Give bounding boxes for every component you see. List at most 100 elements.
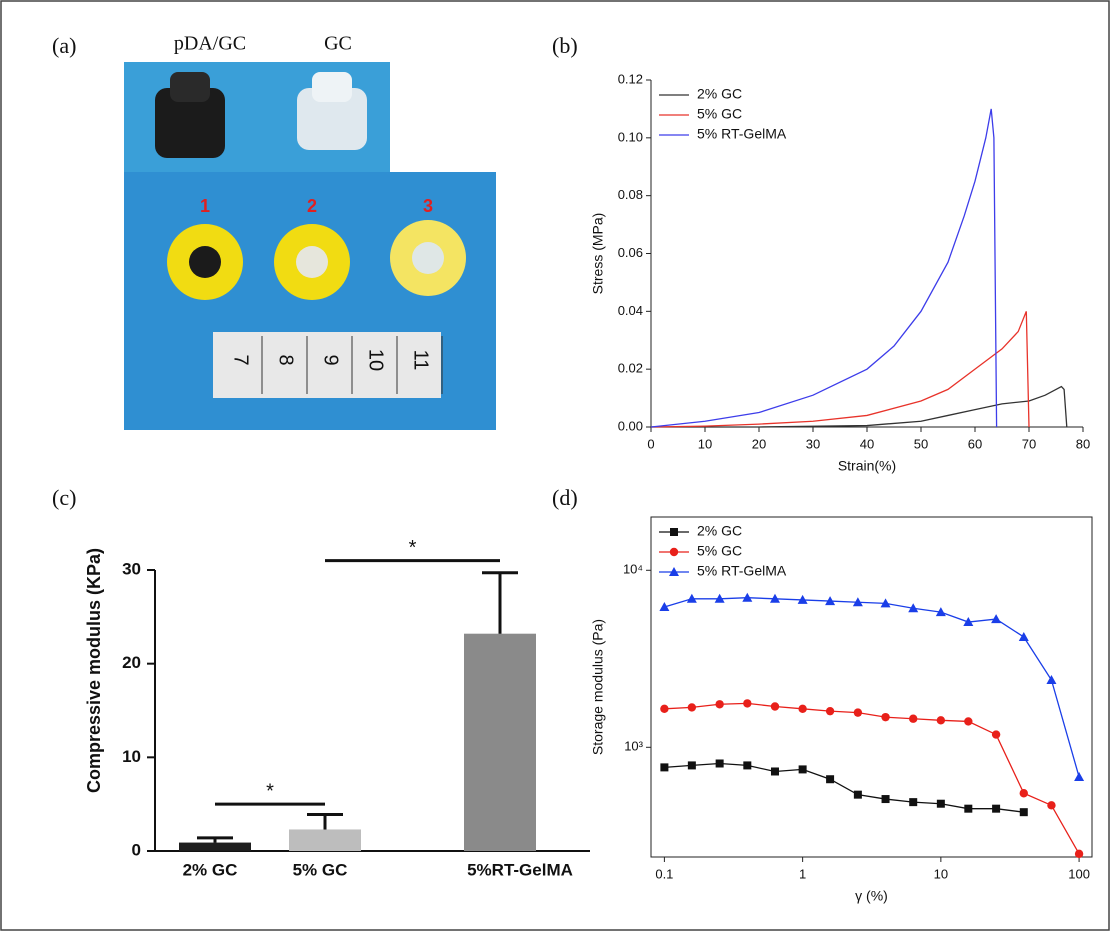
x-tick-label: 2% GC (183, 860, 238, 879)
bar (289, 829, 361, 851)
marker (669, 567, 679, 576)
photo-label: pDA/GC (174, 33, 246, 55)
y-tick-label: 0 (132, 840, 141, 859)
x-tick-label: 60 (968, 436, 982, 451)
ring-hole (189, 246, 221, 278)
error-bar (197, 836, 233, 843)
marker (660, 763, 669, 772)
y-axis-label: Storage modulus (Pa) (590, 619, 606, 755)
marker (881, 712, 890, 722)
marker (743, 761, 752, 770)
marker (991, 730, 1001, 739)
marker (1046, 674, 1057, 684)
marker (909, 798, 918, 807)
marker (687, 703, 697, 712)
x-tick-label: 1 (799, 866, 806, 881)
legend-label: 5% GC (697, 106, 742, 122)
marker (853, 708, 863, 717)
marker (743, 699, 752, 708)
marker (936, 716, 946, 725)
marker (881, 795, 890, 804)
marker (1018, 631, 1029, 641)
ruler-label: 7 (230, 354, 252, 365)
marker (825, 596, 836, 606)
marker (825, 706, 835, 716)
marker (714, 593, 725, 603)
y-tick-label: 0.08 (618, 187, 643, 202)
y-tick-label: 10⁴ (623, 562, 643, 577)
y-tick-label: 0.02 (618, 361, 643, 376)
significance-label: * (266, 780, 274, 802)
x-tick-label: 10 (934, 866, 948, 881)
series-line (650, 311, 1030, 428)
y-tick-label: 0.04 (618, 303, 643, 318)
marker (936, 799, 945, 808)
marker (686, 593, 697, 603)
sample-clear (297, 88, 367, 150)
panel-label: (d) (552, 485, 578, 510)
x-axis-label: Strain(%) (838, 458, 896, 474)
x-tick-label: 20 (752, 436, 766, 451)
x-tick-label: 10 (698, 436, 712, 451)
panel-label: (b) (552, 33, 578, 58)
marker (742, 592, 753, 602)
legend-label: 5% RT-GelMA (697, 563, 787, 579)
series-line (664, 762, 1024, 813)
ruler-label: 8 (275, 354, 297, 365)
sample-label: 3 (423, 196, 433, 216)
ring-hole (296, 246, 328, 278)
y-tick-label: 0.12 (618, 71, 643, 86)
marker (1047, 801, 1056, 810)
y-axis-label: Stress (MPa) (590, 213, 606, 295)
marker (1074, 771, 1085, 781)
ruler-label: 11 (410, 350, 432, 371)
marker (992, 804, 1001, 813)
marker (659, 602, 670, 612)
marker (715, 759, 724, 768)
x-tick-label: 40 (860, 436, 874, 451)
series-line (651, 385, 1068, 428)
ruler (213, 332, 441, 398)
x-tick-label: 0.1 (655, 866, 673, 881)
marker (770, 767, 779, 776)
photo: pDA/GC GC 1 2 3 (124, 33, 496, 430)
y-tick-label: 10 (122, 747, 141, 766)
y-tick-label: 0.00 (618, 418, 643, 433)
marker (797, 594, 808, 604)
marker (660, 704, 669, 713)
significance-label: * (409, 537, 417, 559)
x-tick-label: 50 (914, 436, 928, 451)
marker (1074, 849, 1084, 859)
error-bar (482, 571, 518, 634)
marker (852, 597, 863, 607)
marker (826, 775, 835, 784)
marker (908, 603, 919, 613)
sample-clear (312, 72, 352, 102)
sample-label: 2 (307, 196, 317, 216)
marker (853, 790, 862, 799)
marker (880, 598, 891, 608)
sample-dark (155, 88, 225, 158)
photo-label: GC (324, 33, 352, 55)
panel-label: (c) (52, 485, 76, 510)
x-tick-label: 70 (1022, 436, 1036, 451)
legend-label: 2% GC (697, 86, 742, 102)
legend-label: 5% RT-GelMA (697, 126, 787, 142)
x-tick-label: 30 (806, 436, 820, 451)
ruler-label: 10 (365, 349, 387, 371)
marker (909, 714, 918, 723)
marker (687, 761, 696, 770)
sample-dark (170, 72, 210, 102)
marker (964, 717, 973, 726)
marker (670, 528, 678, 536)
x-tick-label: 80 (1076, 436, 1090, 451)
series-line (664, 702, 1080, 855)
marker (935, 607, 946, 617)
bar (464, 633, 536, 851)
marker (715, 700, 724, 709)
bar (179, 842, 251, 851)
error-bar (307, 812, 343, 830)
y-tick-label: 10³ (624, 739, 643, 754)
